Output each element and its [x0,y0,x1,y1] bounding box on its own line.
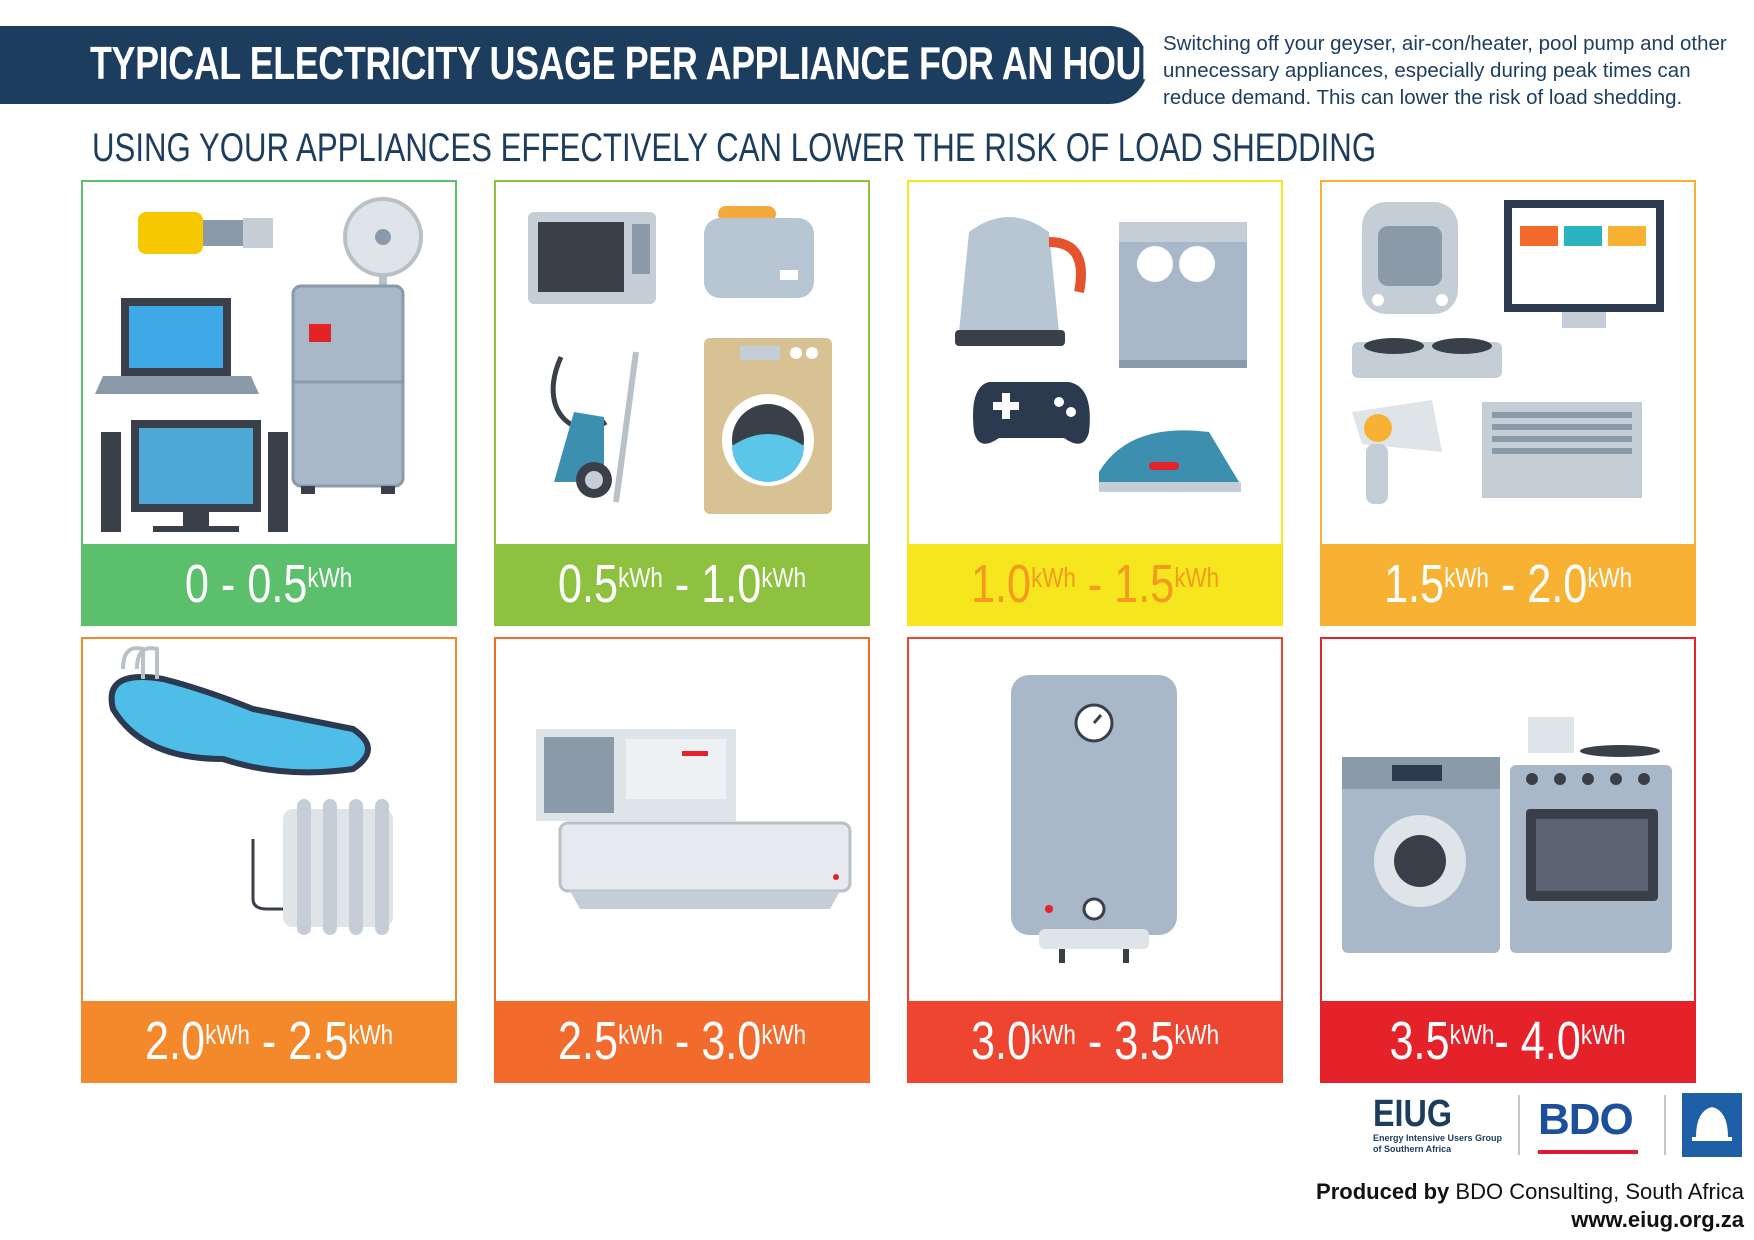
usage-band-4: 1.5kWh - 2.0kWh [1322,544,1694,624]
panel-heater-icon [1482,402,1642,498]
range-label-7: 3.0kWh - 3.5kWh [970,1011,1220,1071]
bdo-logo: BDO [1538,1095,1634,1144]
range-label-2: 0.5kWh - 1.0kWh [557,554,807,614]
usage-card-1: 0 - 0.5kWh [81,180,457,626]
aircon-indoor-unit-icon [558,821,852,909]
title-banner [0,26,1148,104]
hot-plate-icon [1352,338,1502,378]
kettle-icon [955,217,1086,346]
fan-heater-icon [1362,202,1458,314]
website-link[interactable]: www.eiug.org.za [1571,1207,1744,1232]
produced-by: Produced by BDO Consulting, South Africa… [1316,1179,1744,1232]
stove-oven-icon [1510,717,1672,953]
toaster-icon [704,206,814,298]
range-label-4: 1.5kWh - 2.0kWh [1383,554,1633,614]
computer-monitor-icon [1504,200,1664,328]
range-label-8: 3.5kWh- 4.0kWh [1389,1011,1627,1071]
usage-card-7: 3.0kWh - 3.5kWh [907,637,1283,1083]
tumble-dryer-icon [1342,757,1500,953]
geyser-icon [1011,675,1177,963]
iron-icon [1099,430,1241,492]
usage-band-2: 0.5kWh - 1.0kWh [496,544,868,624]
usage-band-1: 0 - 0.5kWh [83,544,455,624]
hair-dryer-icon [1352,400,1442,504]
range-label-6: 2.5kWh - 3.0kWh [557,1011,807,1071]
vacuum-cleaner-icon [550,351,639,503]
game-controller-icon [973,382,1090,444]
appliances-3.0-3.5-illustration [1011,675,1177,963]
logo-divider [1518,1095,1520,1155]
swimming-pool-icon [108,646,371,776]
cfl-bulb-icon [138,212,273,254]
appliances-0-0.5-illustration [95,197,423,532]
appliances-2.5-3.0-illustration [536,729,852,909]
usage-card-8: 3.5kWh- 4.0kWh [1320,637,1696,1083]
dishwasher-icon [1119,222,1247,368]
usage-card-2: 0.5kWh - 1.0kWh [494,180,870,626]
usage-band-8: 3.5kWh- 4.0kWh [1322,1001,1694,1081]
appliances-1.0-1.5-illustration [955,217,1247,492]
usage-card-4: 1.5kWh - 2.0kWh [1320,180,1696,626]
bdo-logo-bar [1538,1150,1638,1154]
appliances-0.5-1.0-illustration [528,206,832,514]
usage-band-6: 2.5kWh - 3.0kWh [496,1001,868,1081]
dome-icon [1692,1107,1732,1141]
range-label-5: 2.0kWh - 2.5kWh [144,1011,394,1071]
page-title: TYPICAL ELECTRICITY USAGE PER APPLIANCE … [90,37,1167,89]
appliances-3.5-4.0-illustration [1342,717,1672,953]
usage-card-5: 2.0kWh - 2.5kWh [81,637,457,1083]
logo-divider [1664,1095,1666,1155]
aircon-outdoor-unit-icon [536,729,736,821]
laptop-icon [95,298,259,394]
page-subtitle: USING YOUR APPLIANCES EFFECTIVELY CAN LO… [92,126,1377,170]
usage-card-6: 2.5kWh - 3.0kWh [494,637,870,1083]
range-label-1: 0 - 0.5kWh [185,554,353,614]
eiug-logo: EIUG Energy Intensive Users Group of Sou… [1373,1093,1503,1154]
washing-machine-icon [704,338,832,514]
tv-icon [101,420,288,532]
appliances-1.5-2.0-illustration [1352,200,1664,504]
usage-band-5: 2.0kWh - 2.5kWh [83,1001,455,1081]
fridge-icon [291,284,405,494]
oil-heater-icon [251,799,393,935]
range-label-3: 1.0kWh - 1.5kWh [970,554,1220,614]
microwave-icon [528,212,656,304]
appliances-2.0-2.5-illustration [108,646,393,935]
intro-text: Switching off your geyser, air-con/heate… [1163,32,1727,109]
ethekwini-logo [1682,1093,1742,1157]
usage-band-7: 3.0kWh - 3.5kWh [909,1001,1281,1081]
usage-band-3: 1.0kWh - 1.5kWh [909,544,1281,624]
usage-card-3: 1.0kWh - 1.5kWh [907,180,1283,626]
